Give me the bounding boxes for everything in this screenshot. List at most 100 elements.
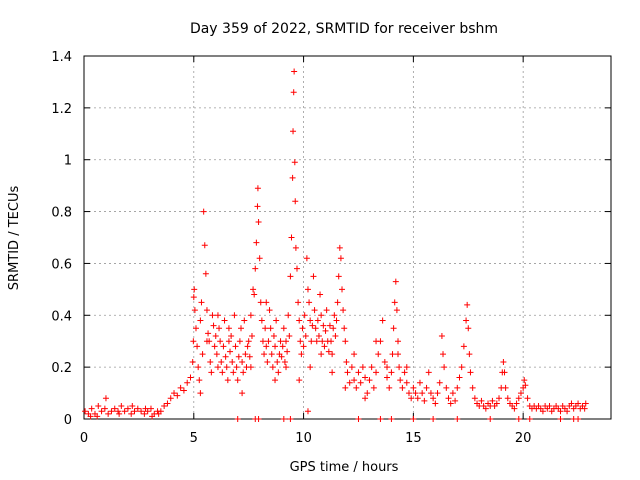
data-point (225, 338, 232, 345)
data-point (239, 358, 246, 365)
data-point (269, 364, 276, 371)
data-point (281, 358, 288, 365)
data-point (190, 294, 197, 301)
data-point (421, 397, 428, 404)
data-point (342, 338, 349, 345)
data-point (408, 395, 415, 402)
data-point (94, 413, 101, 420)
data-point (443, 384, 450, 391)
data-point (463, 317, 470, 324)
data-point (283, 338, 290, 345)
data-point (493, 400, 500, 407)
data-point (466, 351, 473, 358)
data-point (242, 351, 249, 358)
data-point (434, 390, 441, 397)
y-tick-label: 1.2 (51, 102, 72, 117)
data-point (302, 333, 309, 340)
data-point (500, 358, 507, 365)
data-point (521, 377, 528, 384)
data-point (445, 395, 452, 402)
data-point (447, 400, 454, 407)
data-point (231, 312, 238, 319)
data-point (307, 317, 314, 324)
data-point (220, 343, 227, 350)
data-point (189, 358, 196, 365)
data-point (167, 395, 174, 402)
x-tick-label: 0 (80, 431, 88, 446)
data-point (410, 384, 417, 391)
data-point (384, 374, 391, 381)
data-point (323, 307, 330, 314)
data-point (255, 416, 262, 422)
data-point (234, 377, 241, 384)
data-point (82, 408, 89, 415)
data-point (401, 369, 408, 376)
data-point (236, 338, 243, 345)
data-point (261, 351, 268, 358)
data-point (517, 390, 524, 397)
data-point (308, 338, 315, 345)
data-point (288, 234, 295, 241)
data-point (118, 403, 125, 410)
data-point (98, 408, 105, 415)
data-point (425, 369, 432, 376)
data-point (266, 307, 273, 314)
data-point (285, 312, 292, 319)
data-point (191, 286, 198, 293)
data-point (214, 364, 221, 371)
data-point (471, 395, 478, 402)
data-point (280, 325, 287, 332)
data-point (313, 338, 320, 345)
data-point (391, 299, 398, 306)
data-point (511, 405, 518, 412)
data-point (546, 403, 553, 410)
data-point (299, 325, 306, 332)
data-point (121, 408, 128, 415)
data-point (348, 364, 355, 371)
data-point (393, 307, 400, 314)
data-point (339, 286, 346, 293)
data-point (307, 364, 314, 371)
data-point (469, 384, 476, 391)
data-point (405, 390, 412, 397)
data-point (377, 416, 384, 422)
data-point (214, 312, 221, 319)
data-point (147, 405, 154, 412)
data-point (467, 369, 474, 376)
data-point (351, 377, 358, 384)
data-point (309, 322, 316, 329)
data-point (195, 364, 202, 371)
data-point (116, 410, 123, 417)
data-point (259, 338, 266, 345)
data-point (211, 343, 218, 350)
data-point (155, 410, 162, 417)
data-point (368, 364, 375, 371)
data-point (375, 351, 382, 358)
data-point (105, 410, 112, 417)
data-point (332, 333, 339, 340)
data-point (441, 364, 448, 371)
data-point (212, 333, 219, 340)
data-point (341, 325, 348, 332)
data-point (357, 379, 364, 386)
data-point (298, 351, 305, 358)
data-point (557, 416, 564, 422)
data-point (161, 403, 168, 410)
data-point (322, 327, 329, 334)
data-point (482, 405, 489, 412)
data-point (244, 343, 251, 350)
data-point (403, 364, 410, 371)
data-point (362, 395, 369, 402)
data-point (87, 413, 94, 420)
data-point (395, 338, 402, 345)
data-point (254, 203, 261, 210)
data-point (232, 343, 239, 350)
data-point (464, 301, 471, 308)
data-point (200, 208, 207, 215)
data-point (564, 408, 571, 415)
data-point (239, 390, 246, 397)
data-point (198, 299, 205, 306)
data-point (131, 408, 138, 415)
data-point (290, 89, 297, 96)
